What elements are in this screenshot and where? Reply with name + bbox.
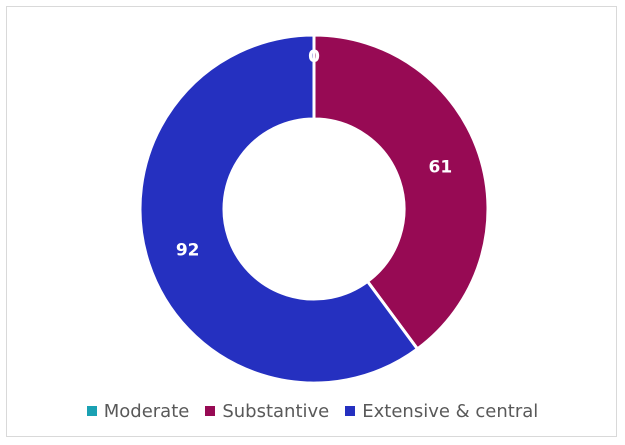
- slice-extensive-central: [138, 33, 420, 385]
- legend: Moderate Substantive Extensive & central: [0, 396, 625, 426]
- data-label-extensive-central: 92: [176, 241, 200, 261]
- slice-substantive: [312, 33, 490, 352]
- legend-swatch-substantive: [205, 406, 216, 416]
- legend-item-moderate: Moderate: [86, 400, 190, 422]
- legend-swatch-moderate: [86, 406, 97, 416]
- legend-item-substantive: Substantive: [205, 401, 329, 422]
- legend-item-extensive-central: Extensive & central: [345, 401, 538, 422]
- legend-label-moderate: Moderate: [103, 400, 190, 422]
- donut-slices: [138, 33, 490, 385]
- legend-label-substantive: Substantive: [222, 400, 330, 422]
- legend-swatch-extensive-central: [345, 406, 356, 416]
- legend-label-extensive-central: Extensive & central: [362, 400, 539, 422]
- data-label-moderate: 0: [308, 47, 320, 67]
- data-labels: 0 61 92: [176, 47, 452, 261]
- data-label-substantive: 61: [428, 157, 452, 177]
